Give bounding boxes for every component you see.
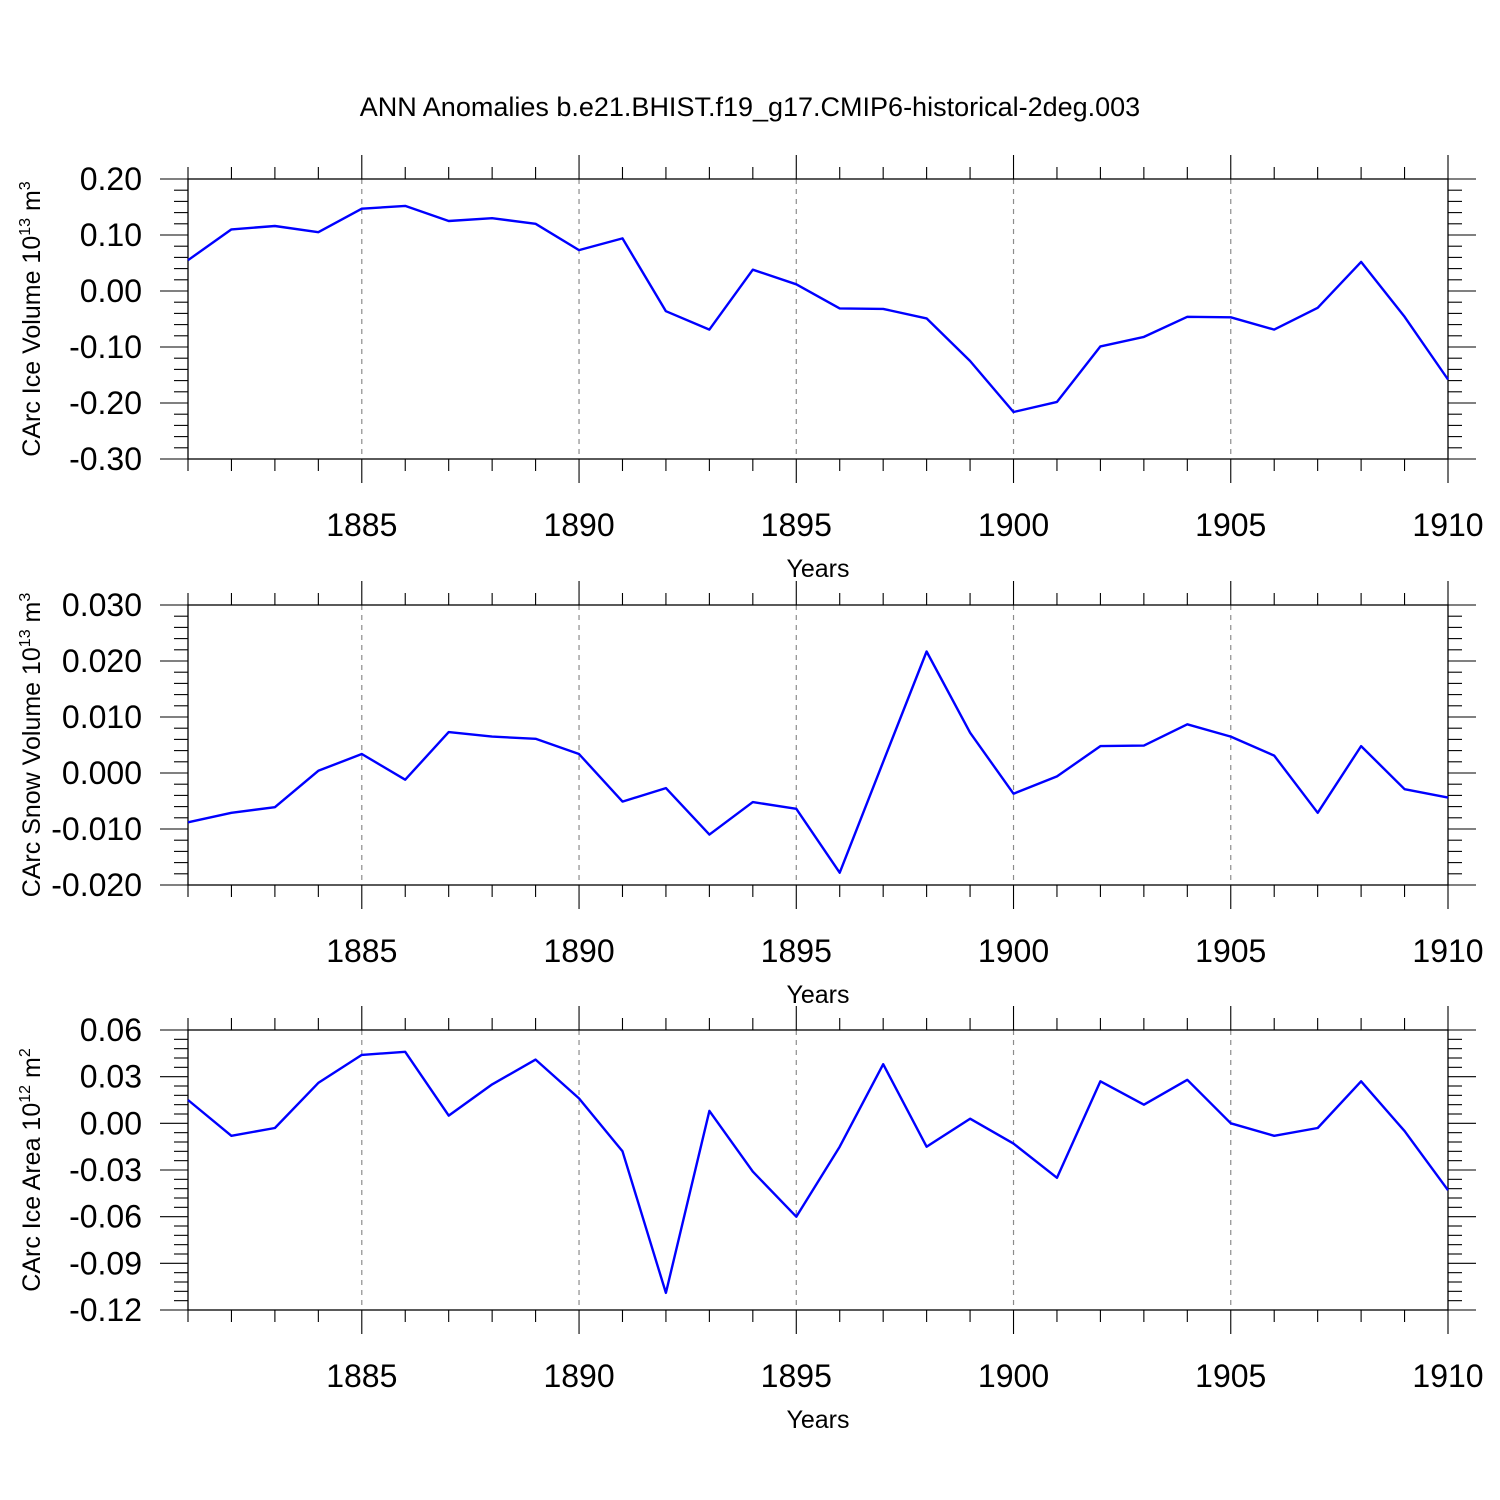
x-tick-label: 1895: [761, 507, 832, 543]
x-axis-label: Years: [786, 981, 849, 1009]
x-tick-label: 1905: [1195, 507, 1266, 543]
x-tick-label: 1885: [326, 933, 397, 969]
panels: 1885 1890 1895 1900 1905 1910 Years 0.20 0.10 0.0…: [17, 155, 1484, 1434]
x-tick-label: 1900: [978, 507, 1049, 543]
y-tick-label: -0.10: [69, 329, 142, 365]
y-tick-label: -0.03: [69, 1152, 142, 1188]
y-tick-label: -0.30: [69, 441, 142, 477]
y-tick-label: -0.020: [51, 867, 142, 903]
x-tick-label: 1885: [326, 1358, 397, 1394]
y-tick-label: 0.030: [62, 587, 142, 623]
x-tick-label: 1885: [326, 507, 397, 543]
panel-1: 1885 1890 1895 1900 1905 1910 Years 0.20 0.10 0.0…: [17, 155, 1484, 583]
y-tick-label: 0.20: [80, 161, 142, 197]
x-tick-label: 1905: [1195, 933, 1266, 969]
y-axis-label: CArc Ice Area 1012 m2: [17, 1048, 46, 1292]
x-tick-label: 1900: [978, 933, 1049, 969]
x-tick-label: 1910: [1412, 1358, 1483, 1394]
x-tick-label: 1890: [543, 507, 614, 543]
x-tick-label: 1890: [543, 1358, 614, 1394]
y-tick-label: 0.020: [62, 643, 142, 679]
y-tick-label: -0.06: [69, 1199, 142, 1235]
x-tick-label: 1895: [761, 1358, 832, 1394]
x-tick-label: 1890: [543, 933, 614, 969]
x-axis-label: Years: [786, 555, 849, 583]
y-tick-label: -0.010: [51, 811, 142, 847]
y-tick-label: -0.09: [69, 1245, 142, 1281]
panel-3: 1885 1890 1895 1900 1905 1910 Years 0.06 0.03 0.0…: [17, 1006, 1484, 1434]
x-tick-label: 1905: [1195, 1358, 1266, 1394]
y-axis-label: CArc Ice Volume 1013 m3: [17, 181, 46, 457]
series-line: [187, 1050, 1449, 1295]
y-tick-label: -0.12: [69, 1292, 142, 1328]
x-tick-label: 1895: [761, 933, 832, 969]
series-line: [187, 650, 1449, 874]
y-tick-label: 0.000: [62, 755, 142, 791]
plot-frame: [187, 178, 1449, 460]
y-tick-label: 0.010: [62, 699, 142, 735]
y-tick-label: 0.00: [80, 273, 142, 309]
y-tick-label: 0.06: [80, 1012, 142, 1048]
x-tick-label: 1910: [1412, 933, 1483, 969]
series-line: [187, 204, 1449, 414]
y-axis-label: CArc Snow Volume 1013 m3: [17, 593, 46, 898]
plot-frame: [187, 1029, 1449, 1311]
plot-frame: [187, 604, 1449, 886]
panel-2: 1885 1890 1895 1900 1905 1910 Years 0.030 0.020 0…: [17, 581, 1484, 1009]
y-tick-label: 0.10: [80, 217, 142, 253]
y-tick-label: -0.20: [69, 385, 142, 421]
y-tick-label: 0.00: [80, 1105, 142, 1141]
x-axis-label: Years: [786, 1406, 849, 1434]
x-tick-label: 1910: [1412, 507, 1483, 543]
x-tick-label: 1900: [978, 1358, 1049, 1394]
y-tick-label: 0.03: [80, 1059, 142, 1095]
chart-title: ANN Anomalies b.e21.BHIST.f19_g17.CMIP6-…: [360, 92, 1140, 122]
